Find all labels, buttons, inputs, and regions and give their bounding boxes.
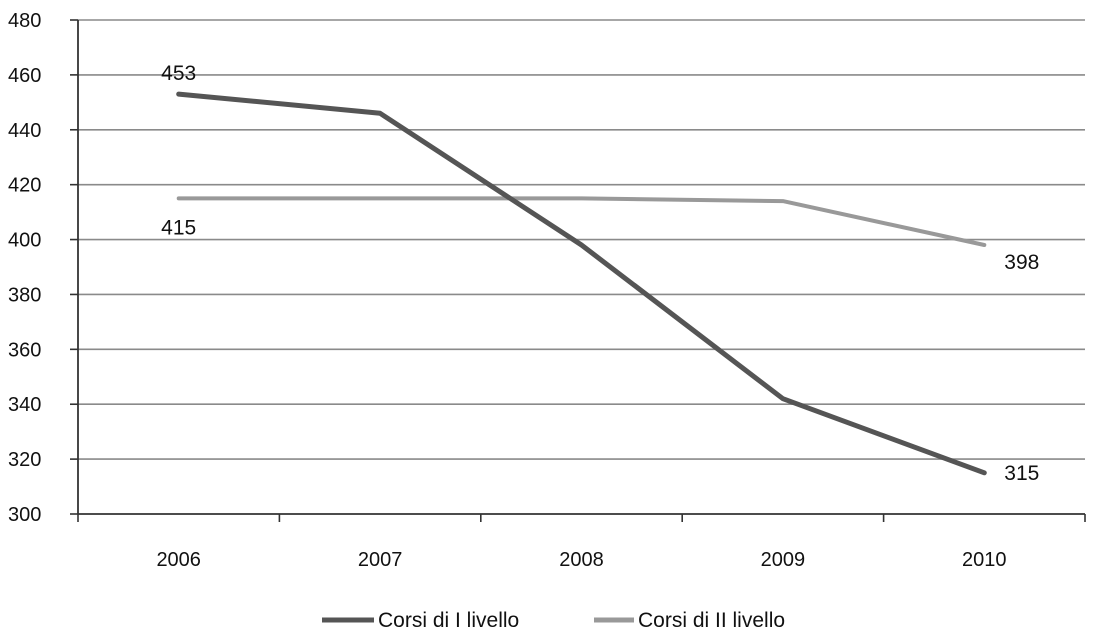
series-lines [176, 91, 987, 476]
data-labels: 453 415 398 315 [161, 62, 1039, 485]
y-tick-label: 380 [8, 284, 41, 306]
axes [77, 20, 1085, 515]
y-tick-label: 400 [8, 230, 41, 252]
series-line-1 [176, 91, 987, 476]
data-label: 398 [1004, 251, 1039, 274]
x-tick-label: 2008 [559, 549, 604, 571]
y-tick-label: 300 [8, 504, 41, 526]
y-tick-label: 360 [8, 339, 41, 361]
series-line-2 [176, 196, 987, 247]
x-tick-label: 2006 [156, 549, 201, 571]
y-axis-ticks: 300 320 340 360 380 400 420 440 460 480 [8, 10, 78, 526]
y-tick-label: 320 [8, 449, 41, 471]
x-tick-label: 2007 [358, 549, 403, 571]
x-tick-label: 2010 [962, 549, 1007, 571]
x-axis-ticks: 2006 2007 2008 2009 2010 [77, 514, 1086, 571]
legend-label: Corsi di I livello [378, 609, 519, 632]
data-label: 415 [161, 216, 196, 239]
y-tick-label: 440 [8, 120, 41, 142]
x-tick-label: 2009 [761, 549, 806, 571]
y-tick-label: 460 [8, 65, 41, 87]
y-tick-label: 340 [8, 394, 41, 416]
gridlines [78, 19, 1085, 460]
legend: Corsi di I livello Corsi di II livello [322, 609, 785, 632]
y-tick-label: 420 [8, 175, 41, 197]
y-tick-label: 480 [8, 10, 41, 32]
data-label: 453 [161, 62, 196, 85]
legend-label: Corsi di II livello [638, 609, 785, 632]
data-label: 315 [1004, 462, 1039, 485]
